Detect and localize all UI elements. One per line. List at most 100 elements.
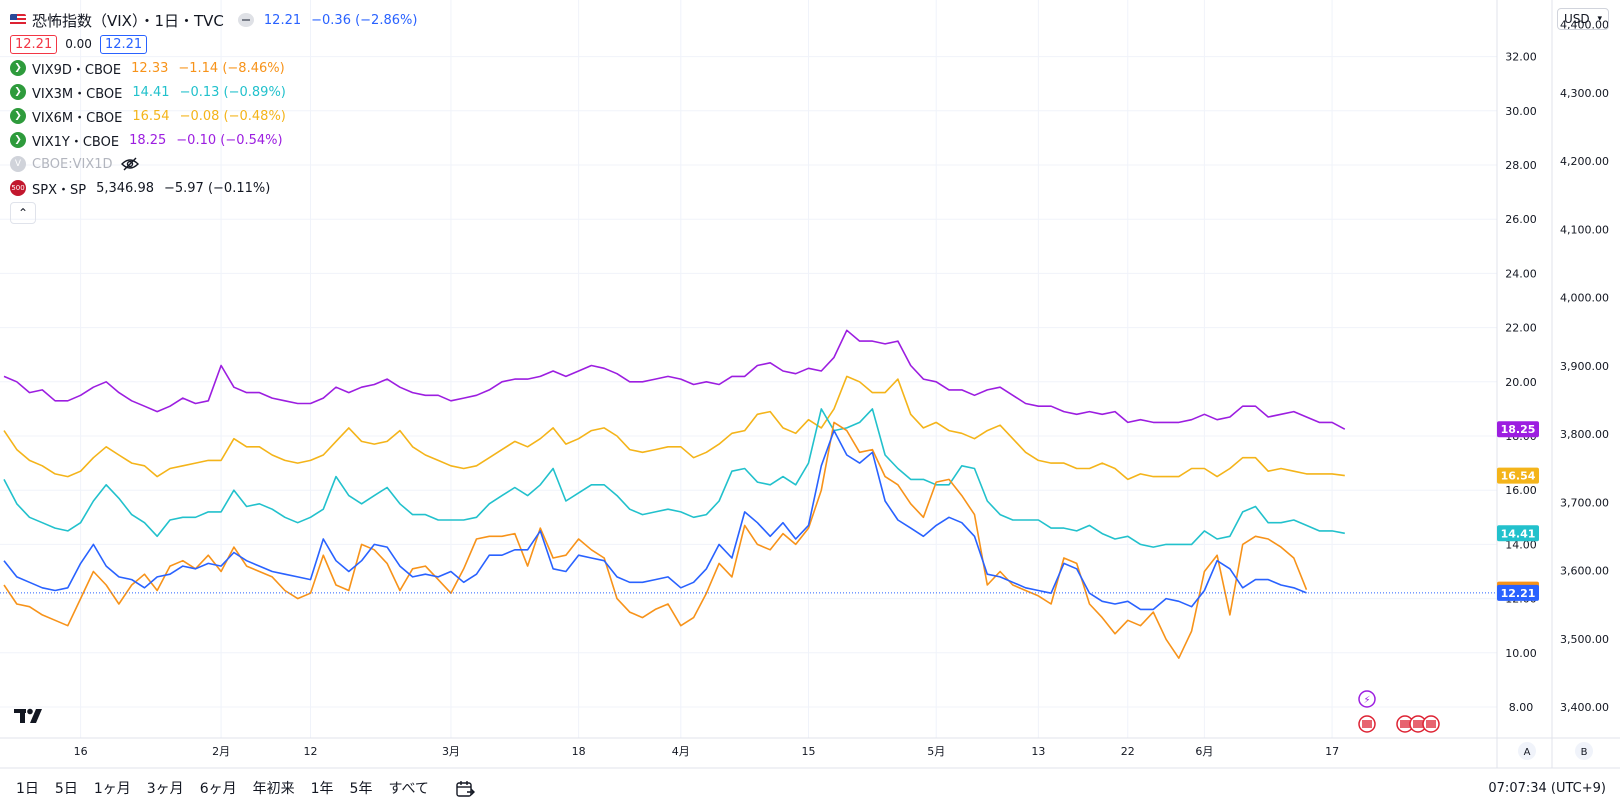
flag-fill (1400, 720, 1410, 728)
main-price: 12.21 (263, 12, 302, 28)
range-button[interactable]: 5日 (54, 781, 78, 797)
x-axis-tick-label: 16 (74, 745, 88, 758)
right-axis-tick-label: 3,600.00 (1560, 565, 1609, 578)
scale-button-b[interactable] (1575, 742, 1593, 760)
legend-change: −1.14 (−8.46%) (178, 60, 285, 76)
right-axis-tick-label: 4,100.00 (1560, 223, 1609, 236)
right-axis-tick-label: 3,400.00 (1560, 701, 1609, 714)
right-axis-tick-label: 3,800.00 (1560, 428, 1609, 441)
spx-change: −5.97 (−0.11%) (163, 180, 271, 196)
left-axis-tick-label: 32.00 (1505, 51, 1537, 64)
scale-button-a[interactable] (1518, 742, 1536, 760)
range-button[interactable]: 6ヶ月 (199, 781, 237, 797)
last-value-label: 18.25 (1501, 423, 1536, 436)
spx-badge-icon: 500 (10, 180, 26, 196)
x-axis-tick-label: 17 (1325, 745, 1339, 758)
main-series-header: 恐怖指数（VIX）・1日・TVC 12.21 −0.36 (−2.86%) (10, 8, 417, 32)
legend-value: 16.54 (132, 108, 170, 124)
range-button[interactable]: 1日 (16, 781, 39, 797)
left-axis-tick-label: 16.00 (1505, 484, 1537, 497)
series-line[interactable] (3, 375, 1345, 481)
legend-change: −0.13 (−0.89%) (179, 84, 286, 100)
currency-select[interactable]: USD ▾ (1557, 8, 1609, 30)
legend-change: −0.10 (−0.54%) (176, 132, 283, 148)
sell-button[interactable]: 12.21 (10, 34, 58, 54)
legend-item-spx[interactable]: 500 SPX・SP 5,346.98 −5.97 (−0.11%) (10, 176, 417, 200)
left-axis-tick-label: 20.00 (1505, 376, 1537, 389)
green-badge-icon: ❯ (10, 108, 26, 124)
right-axis-tick-label: 3,900.00 (1560, 360, 1609, 373)
right-axis-tick-label: 4,200.00 (1560, 155, 1609, 168)
tradingview-logo (14, 707, 46, 725)
last-value-badge (1497, 525, 1539, 542)
lightning-event-icon[interactable] (1358, 690, 1376, 708)
x-axis-tick-label: 3月 (442, 745, 460, 758)
chart-legend: 恐怖指数（VIX）・1日・TVC 12.21 −0.36 (−2.86%) 12… (10, 8, 417, 224)
legend-item-vix9d[interactable]: ❯ VIX9D・CBOE 12.33 −1.14 (−8.46%) (10, 56, 417, 80)
legend-item-vix3m[interactable]: ❯ VIX3M・CBOE 14.41 −0.13 (−0.89%) (10, 80, 417, 104)
collapse-legend-button[interactable]: ⌃ (10, 202, 36, 224)
legend-item-vix1d[interactable]: V CBOE:VIX1D (10, 152, 417, 176)
last-value-label: 16.54 (1501, 470, 1536, 483)
last-value-badge (1497, 584, 1539, 601)
series-line[interactable] (3, 329, 1346, 430)
clock-timezone[interactable]: 07:07:34 (UTC+9) (1488, 780, 1606, 796)
spread-value: 0.00 (65, 37, 92, 51)
series-line[interactable] (3, 408, 1345, 548)
last-value-badge (1497, 467, 1539, 484)
last-value-label: 12.21 (1501, 587, 1536, 600)
right-axis-tick-label: 4,000.00 (1560, 292, 1609, 305)
range-button[interactable]: 1年 (310, 781, 334, 797)
us-flag-icon (10, 14, 26, 26)
spx-symbol: SPX・SP (32, 182, 87, 198)
last-value-label: 14.41 (1501, 527, 1536, 540)
buy-button[interactable]: 12.21 (99, 34, 148, 54)
range-button[interactable]: 3ヶ月 (146, 781, 184, 797)
range-button[interactable]: すべて (388, 781, 429, 797)
symbol-title[interactable]: 恐怖指数（VIX）・1日・TVC (32, 11, 224, 30)
vix1d-symbol: CBOE:VIX1D (32, 156, 113, 172)
series-line[interactable] (3, 429, 1307, 611)
legend-symbol: VIX1Y・CBOE (32, 134, 120, 150)
x-axis-tick-label: 4月 (672, 745, 690, 758)
left-axis-tick-label: 22.00 (1505, 322, 1537, 335)
left-axis-tick-label: 28.00 (1505, 159, 1537, 172)
left-axis-tick-label: 24.00 (1505, 267, 1537, 280)
x-axis-tick-label: 15 (802, 745, 816, 758)
range-button[interactable]: 年初来 (252, 781, 295, 797)
calendar-goto-icon[interactable] (455, 779, 475, 797)
x-axis-tick-label: 18 (572, 745, 586, 758)
x-axis-tick-label: 2月 (212, 745, 230, 758)
x-axis-tick-label: 22 (1121, 745, 1135, 758)
minimize-icon[interactable] (237, 13, 254, 27)
chevron-up-icon: ⌃ (17, 206, 29, 220)
legend-item-vix6m[interactable]: ❯ VIX6M・CBOE 16.54 −0.08 (−0.48%) (10, 104, 417, 128)
left-axis-tick-label: 26.00 (1505, 213, 1537, 226)
spx-value: 5,346.98 (96, 180, 154, 196)
legend-change: −0.08 (−0.48%) (179, 108, 286, 124)
chevron-down-icon: ▾ (1597, 14, 1602, 24)
last-value-badge (1497, 421, 1539, 438)
range-button[interactable]: 5年 (349, 781, 373, 797)
left-axis-tick-label: 14.00 (1505, 538, 1537, 551)
series-line[interactable] (3, 421, 1308, 660)
range-button[interactable]: 1ヶ月 (93, 781, 131, 797)
lightning-glyph: ⚡ (1363, 695, 1370, 706)
x-axis-tick-label: 13 (1031, 745, 1045, 758)
legend-value: 14.41 (132, 84, 170, 100)
legend-symbol: VIX6M・CBOE (32, 110, 123, 126)
legend-item-vix1y[interactable]: ❯ VIX1Y・CBOE 18.25 −0.10 (−0.54%) (10, 128, 417, 152)
currency-label: USD (1564, 12, 1590, 26)
eye-off-icon[interactable] (120, 157, 139, 171)
right-axis-tick-label: 4,300.00 (1560, 87, 1609, 100)
green-badge-icon: ❯ (10, 84, 26, 100)
scale-button-label: B (1581, 747, 1588, 758)
legend-symbol: VIX3M・CBOE (32, 86, 123, 102)
vix1d-badge-icon: V (10, 156, 26, 172)
right-axis-tick-label: 4,400.00 (1560, 19, 1609, 32)
right-axis-tick-label: 3,700.00 (1560, 496, 1609, 509)
right-axis-tick-label: 3,500.00 (1560, 633, 1609, 646)
x-axis-tick-label: 6月 (1195, 745, 1213, 758)
main-change: −0.36 (−2.86%) (311, 12, 418, 28)
